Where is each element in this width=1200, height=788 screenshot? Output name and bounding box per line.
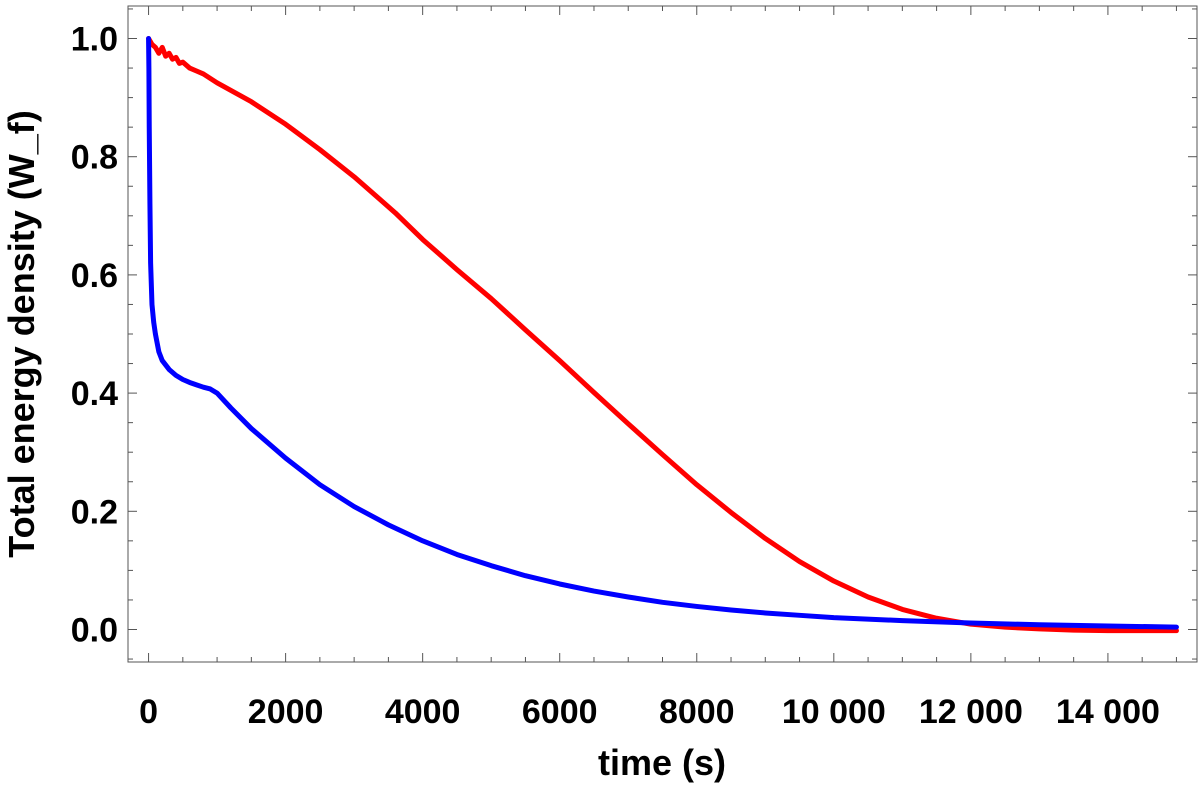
x-tick-label: 10 000 xyxy=(782,693,886,731)
y-tick-label: 0.6 xyxy=(71,257,118,295)
x-tick-label: 14 000 xyxy=(1056,693,1160,731)
y-axis-label: Total energy density (W_f) xyxy=(1,110,42,557)
y-tick-label: 0.4 xyxy=(71,375,118,413)
x-tick-label: 8000 xyxy=(659,693,735,731)
x-tick-label: 4000 xyxy=(385,693,461,731)
y-tick-label: 0.8 xyxy=(71,139,118,177)
series-line-red xyxy=(146,36,1179,634)
tick-marks xyxy=(128,6,1197,662)
x-axis-label: time (s) xyxy=(598,742,726,783)
tick-labels: 0 2000 4000 6000 8000 10 000 12 000 14 000 0.0 0.… xyxy=(71,21,1160,731)
plot-frame xyxy=(127,5,1198,663)
x-tick-label: 2000 xyxy=(248,693,324,731)
series-group xyxy=(146,36,1179,634)
x-tick-label: 12 000 xyxy=(919,693,1023,731)
series-line-blue xyxy=(146,36,1179,630)
x-tick-label: 6000 xyxy=(522,693,598,731)
y-tick-label: 1.0 xyxy=(71,21,118,59)
x-tick-label: 0 xyxy=(139,693,158,731)
y-tick-label: 0.0 xyxy=(71,611,118,649)
y-tick-label: 0.2 xyxy=(71,493,118,531)
